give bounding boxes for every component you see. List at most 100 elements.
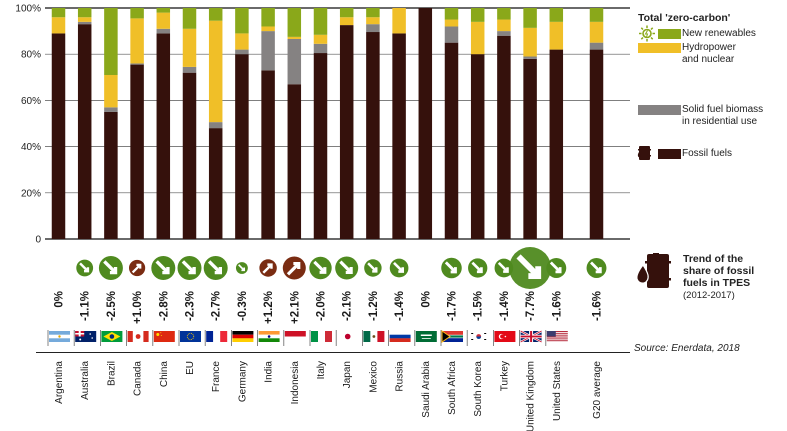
- arrow-head: [162, 267, 170, 275]
- arrow-head: [267, 263, 273, 269]
- category-label: Turkey: [499, 361, 510, 391]
- trend-value-label: -1.2%: [368, 291, 380, 321]
- flag-part: [135, 334, 141, 339]
- flag-part: [344, 333, 351, 340]
- bar-segment-new-renewables: [497, 8, 511, 20]
- flag-part: [420, 334, 432, 336]
- argentina-flag: [47, 330, 70, 346]
- trend-value-label: -2.5%: [106, 291, 118, 321]
- legend: Total 'zero-carbon' New renewables Hydro…: [637, 12, 786, 160]
- indonesia-flag: [283, 330, 306, 346]
- trend-down-arrow-icon: [76, 259, 94, 277]
- flag-part: [213, 331, 221, 342]
- legend-label: New renewables: [682, 28, 756, 39]
- trend-down-arrow-icon: [441, 257, 462, 279]
- y-axis-ticks: 0 20% 40% 60% 80% 100%: [15, 4, 41, 246]
- bars: [51, 8, 604, 240]
- arrow-shaft: [103, 260, 117, 274]
- trend-value-label: -1.7%: [447, 291, 459, 321]
- bar-segment-hydropower-and-nuclear: [51, 17, 66, 34]
- bar-segment-new-renewables: [182, 8, 197, 29]
- bar-segment-fossil-fuels: [130, 64, 144, 239]
- bar-segment-hydropower-and-nuclear: [261, 26, 275, 32]
- trend-labels: 0% -1.1% -2.5% +1.0% -2.8% -2.3% -2.7% -0.3% +1.…: [54, 291, 604, 324]
- bar-segment-fossil-fuels: [549, 49, 564, 239]
- arrow-shaft: [286, 262, 300, 276]
- flag-part: [546, 331, 556, 337]
- bar-segment-hydropower-and-nuclear: [589, 21, 604, 43]
- legend-label: in residential use: [682, 116, 758, 127]
- arrow-shaft: [497, 261, 509, 273]
- arrow-shaft: [79, 262, 89, 273]
- united-kingdom-flag: [519, 330, 543, 346]
- category-label: South Korea: [473, 361, 484, 417]
- y-tick-label: 40%: [21, 142, 41, 153]
- flag-part: [186, 332, 195, 341]
- trend-value-label: 0%: [420, 291, 432, 308]
- legend-item-fossil-fuels: Fossil fuels: [637, 146, 786, 160]
- arrow-head: [450, 267, 457, 274]
- bar-segment-fossil-fuels: [418, 8, 433, 239]
- bar-segment-fossil-fuels: [287, 84, 302, 239]
- bar-segment-fossil-fuels: [523, 58, 537, 239]
- flag-part: [143, 331, 149, 342]
- arrow-shaft: [262, 263, 273, 274]
- trend-value-label: +2.1%: [289, 291, 301, 324]
- trend-title-line: fuels in TPES: [683, 277, 751, 289]
- trend-value-label: -0.3%: [237, 291, 249, 321]
- y-tick-label: 20%: [21, 188, 41, 199]
- bar-segment-solid-fuel-biomass-in-residential-use: [208, 122, 223, 129]
- bar-segment-solid-fuel-biomass-in-residential-use: [104, 107, 118, 112]
- bar-segment-fossil-fuels: [313, 53, 328, 239]
- arrow-shaft: [590, 261, 602, 273]
- bar-segment-new-renewables: [444, 8, 459, 20]
- barrel-icon: [637, 146, 651, 160]
- legend-item-new-renewables: New renewables: [638, 25, 786, 42]
- arrow-head: [528, 266, 542, 280]
- bar-segment-hydropower-and-nuclear: [444, 19, 459, 27]
- bar-segment-hydropower-and-nuclear: [156, 12, 171, 29]
- flag-part: [180, 331, 201, 342]
- x-axis-labels: Argentina Australia Brazil Canada China EU Fra…: [54, 361, 603, 431]
- bar-segment-hydropower-and-nuclear: [339, 17, 354, 26]
- trend-down-arrow-icon: [309, 256, 332, 280]
- south-africa-flag: [440, 330, 463, 346]
- flag-part: [79, 338, 82, 341]
- bar-segment-hydropower-and-nuclear: [235, 33, 249, 50]
- legend-item-hydropower-nuclear: Hydropower and nuclear: [638, 42, 786, 66]
- legend-item-solid-fuel-biomass: Solid fuel biomass in residential use: [638, 104, 786, 128]
- australia-flag: [73, 330, 97, 346]
- bar-segment-solid-fuel-biomass-in-residential-use: [444, 26, 459, 43]
- flag-part: [156, 333, 160, 336]
- arrow-head: [372, 267, 378, 273]
- flag-part: [546, 340, 568, 342]
- sun-icon: [639, 25, 655, 42]
- category-label: Australia: [80, 361, 91, 400]
- trend-down-arrow-icon: [98, 256, 123, 280]
- arrow-shaft: [339, 260, 353, 274]
- flag-part: [91, 337, 93, 339]
- legend-label: Fossil fuels: [682, 148, 733, 159]
- trend-value-label: -2.1%: [342, 291, 354, 321]
- trend-circles: [76, 247, 607, 289]
- trend-period: (2012-2017): [683, 290, 735, 301]
- trend-value-label: -2.8%: [158, 291, 170, 321]
- bar-segment-hydropower-and-nuclear: [392, 8, 406, 34]
- flags: [36, 330, 630, 353]
- flag-part: [546, 331, 568, 332]
- bar-segment-new-renewables: [261, 8, 275, 27]
- oil-barrel-drop-icon: [636, 253, 671, 288]
- india-flag: [257, 330, 280, 346]
- flag-part: [500, 334, 505, 339]
- bar-segment-fossil-fuels: [104, 111, 118, 239]
- arrow-head: [319, 267, 327, 274]
- flag-part: [484, 339, 487, 340]
- bar-segment-solid-fuel-biomass-in-residential-use: [77, 21, 92, 25]
- bar-segment-solid-fuel-biomass-in-residential-use: [589, 42, 604, 50]
- arrow-head: [503, 267, 509, 273]
- fossil-fuels-swatch: [658, 149, 681, 159]
- bar-segment-hydropower-and-nuclear: [182, 28, 197, 67]
- trend-value-label: 0%: [54, 291, 66, 308]
- trend-up-arrow-icon: [282, 256, 306, 280]
- arrow-head: [241, 267, 246, 272]
